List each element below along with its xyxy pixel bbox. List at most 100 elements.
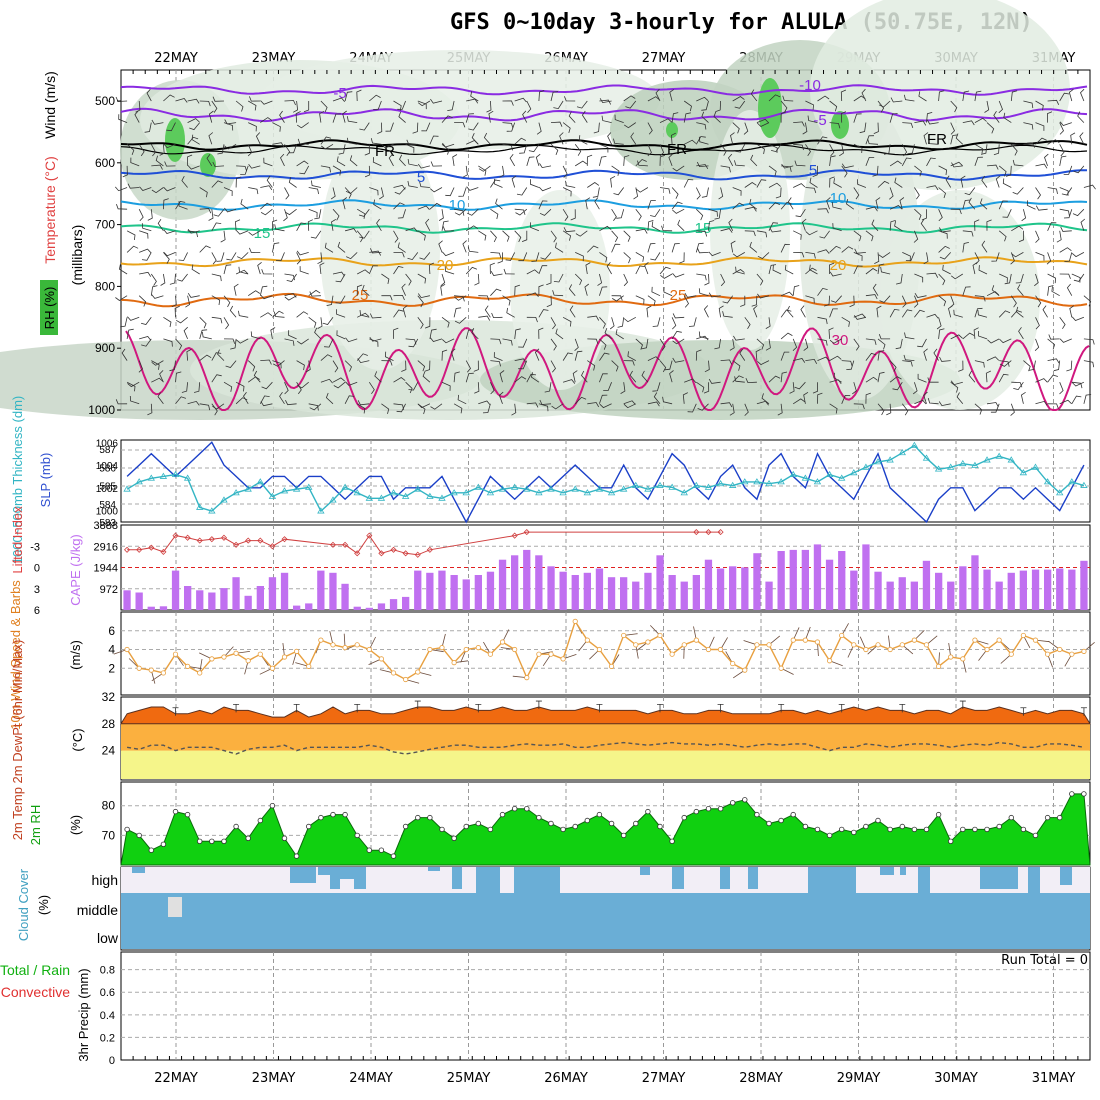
wind-barb <box>765 317 771 329</box>
wind-barb <box>659 154 666 166</box>
wind-barb <box>793 143 804 151</box>
wind-barb <box>784 264 794 275</box>
ylabel-wind-units: (m/s) <box>68 640 83 670</box>
wind-barb <box>284 187 290 200</box>
thickness-line-point <box>644 485 652 492</box>
wind-barb <box>613 138 624 145</box>
wind-barb <box>777 403 783 416</box>
wind-barb <box>199 187 208 198</box>
wind-barb <box>1004 273 1012 285</box>
wind-barb <box>465 372 474 383</box>
wind-barb <box>381 295 393 301</box>
wind-barb <box>217 144 225 155</box>
wind-barb <box>454 208 465 216</box>
wind-barb <box>405 273 412 286</box>
wind-barb <box>927 377 939 383</box>
wind-barb <box>175 98 188 103</box>
wind-barb <box>740 295 746 307</box>
wind-barb <box>865 268 878 275</box>
wind10m-speed-line-point <box>354 642 360 648</box>
wind-barb <box>478 165 491 172</box>
wind-barb <box>828 327 834 339</box>
rh2m-point <box>802 823 809 830</box>
wind-barb <box>744 403 749 416</box>
wind-barb <box>841 316 850 327</box>
wind-barb <box>187 98 200 104</box>
wind-barb <box>635 295 645 305</box>
cape-bar <box>547 566 555 610</box>
wind-barb <box>879 295 891 303</box>
rh2m-point <box>196 838 203 844</box>
wind-barb <box>703 305 709 318</box>
wind-barb <box>1071 252 1085 258</box>
wind-barb <box>659 118 673 123</box>
lifted-index-point <box>233 541 240 548</box>
wind10m-speed-line-point <box>342 645 348 651</box>
wind-barb <box>562 187 572 197</box>
wind-barb <box>938 401 951 407</box>
cape-bar <box>1068 569 1076 610</box>
wind10m-speed-line-point <box>209 656 215 662</box>
wind10m-speed-line-point <box>475 645 481 651</box>
wind-barb <box>1047 403 1059 409</box>
thickness-line-point <box>438 494 446 501</box>
rh2m-point <box>366 847 372 853</box>
rh2m-point <box>233 823 239 830</box>
wind-barb <box>841 395 851 404</box>
rh2m-point <box>984 826 990 833</box>
isotherm-label: 10 <box>449 197 466 214</box>
wind-barb <box>962 242 969 253</box>
wind-barb <box>1047 222 1057 231</box>
thickness-line-point <box>983 456 991 463</box>
wind-barb <box>497 252 503 264</box>
wind-barb <box>635 159 647 167</box>
wind-barb <box>359 122 370 131</box>
cape-bar <box>595 568 604 610</box>
wind-barb <box>1051 286 1060 297</box>
rh-blob <box>320 130 440 370</box>
wind-barb <box>465 225 479 232</box>
cape-bar <box>1007 572 1015 610</box>
cloud-high-bar <box>918 867 930 893</box>
wind-barb <box>467 208 479 216</box>
wind-barb <box>599 98 612 104</box>
wind-barb <box>1047 285 1054 296</box>
cape-bar <box>123 590 131 610</box>
wind-barb <box>442 226 455 232</box>
wind-barb <box>841 165 848 178</box>
wind-barb <box>829 308 838 318</box>
slp-tick: 1002 <box>96 484 119 495</box>
lifted-index-tick: 0 <box>34 563 40 575</box>
wind-barb <box>650 252 661 261</box>
wind-barb <box>927 138 939 145</box>
wind-barb <box>284 382 289 395</box>
wind-barb <box>948 305 953 318</box>
lifted-index-point <box>717 529 724 536</box>
isotherm-label: 10 <box>830 190 847 207</box>
cape-bar <box>777 551 785 610</box>
wind-barb <box>623 360 635 366</box>
wind-barb <box>701 111 709 123</box>
thickness-line-point <box>692 481 701 488</box>
wind-barb <box>735 266 745 275</box>
wind-barb <box>923 391 928 404</box>
dewpoint2m-line <box>126 741 1085 755</box>
rh2m-point <box>427 814 433 821</box>
rh2m-point <box>390 853 397 859</box>
wind-barb <box>452 154 458 166</box>
wind-barb <box>516 187 528 196</box>
wind-barb <box>115 399 128 405</box>
wind-barb <box>499 370 505 383</box>
thickness-line-point <box>910 441 919 448</box>
wind-barb <box>296 381 302 395</box>
wind-barb <box>901 157 912 167</box>
wind-barb <box>914 208 922 221</box>
thickness-line-point <box>183 474 192 481</box>
wind-barb <box>998 310 1011 318</box>
wind-barb <box>272 242 280 253</box>
thickness-line-point <box>825 470 834 478</box>
wind-barb <box>146 89 152 102</box>
wind-barb <box>889 360 897 372</box>
rh2m-point <box>124 826 130 833</box>
wind-barb <box>789 382 795 394</box>
